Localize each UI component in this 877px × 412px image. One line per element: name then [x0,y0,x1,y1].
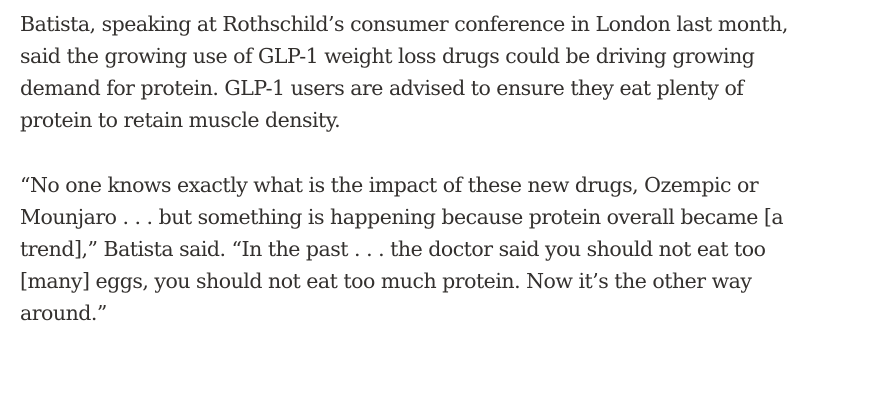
paragraph-line: protein to retain muscle density. [20,108,341,132]
paragraph-line: [many] eggs, you should not eat too much… [20,269,752,293]
paragraph-line: Mounjaro . . . but something is happenin… [20,205,784,229]
paragraph-line: Batista, speaking at Rothschild’s consum… [20,12,788,36]
paragraph-glp1-protein-demand: Batista, speaking at Rothschild’s consum… [20,8,873,136]
paragraph-line: “No one knows exactly what is the impact… [20,173,759,197]
paragraph-batista-quote: “No one knows exactly what is the impact… [20,169,873,329]
paragraph-line: said the growing use of GLP-1 weight los… [20,44,755,68]
paragraph-line: demand for protein. GLP-1 users are advi… [20,76,744,100]
paragraph-line: around.” [20,301,107,325]
paragraph-line: trend],” Batista said. “In the past . . … [20,237,766,261]
